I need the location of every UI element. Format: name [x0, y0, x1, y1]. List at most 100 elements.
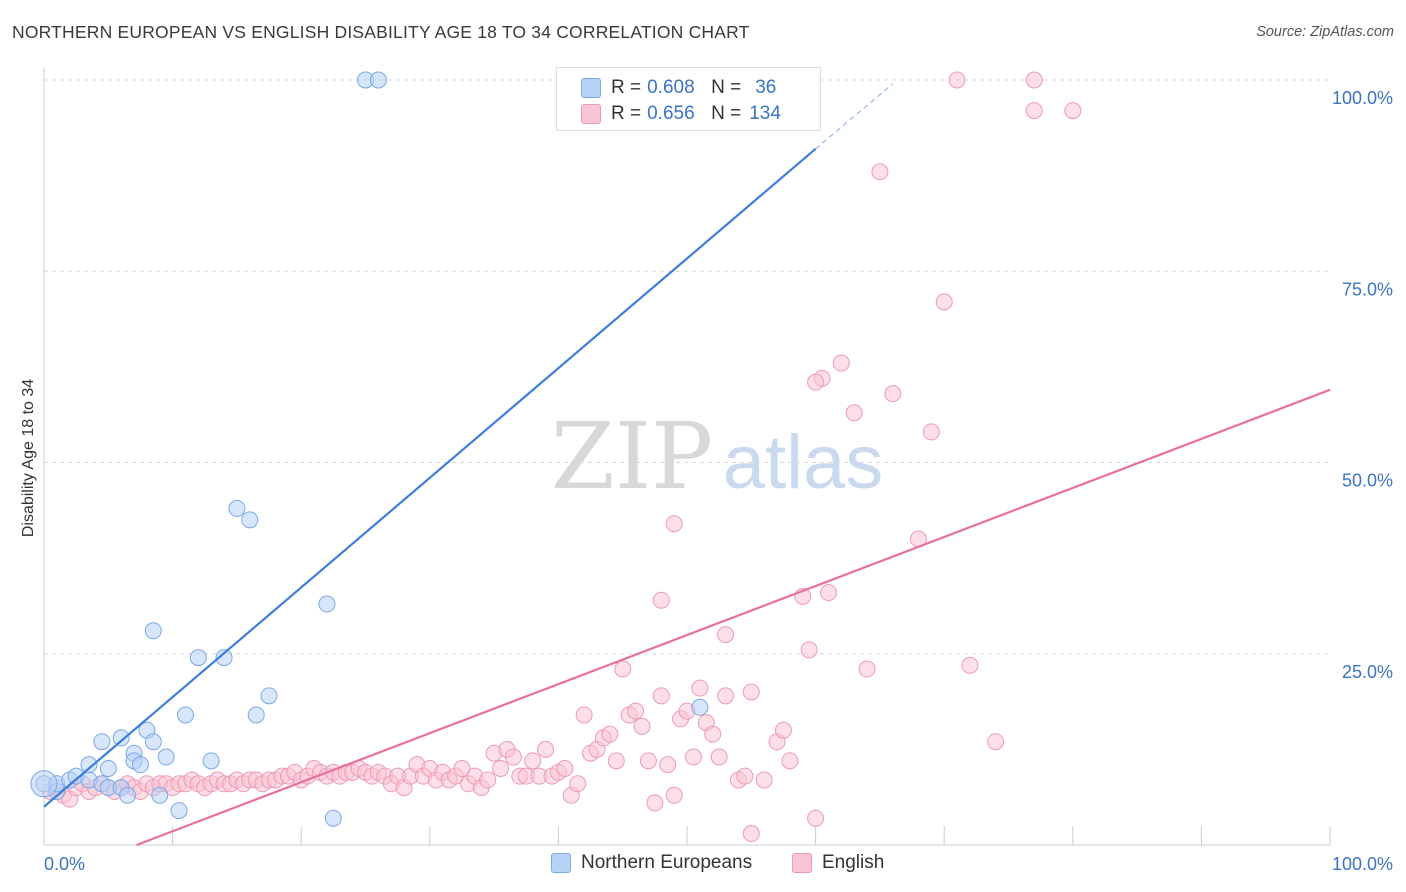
data-point-english	[666, 787, 682, 803]
data-point-english	[775, 722, 791, 738]
data-point-northern-european	[242, 512, 258, 528]
y-tick-label: 50.0%	[1342, 471, 1393, 491]
data-point-english	[936, 294, 952, 310]
data-point-english	[685, 749, 701, 765]
trend-line-extension	[816, 84, 893, 149]
data-point-english	[885, 386, 901, 402]
data-point-northern-european	[152, 787, 168, 803]
data-point-english	[718, 627, 734, 643]
data-point-english	[570, 776, 586, 792]
data-point-northern-european	[132, 757, 148, 773]
data-point-english	[1026, 72, 1042, 88]
data-point-english	[647, 795, 663, 811]
data-point-english	[711, 749, 727, 765]
series-legend: Northern Europeans English	[0, 852, 1406, 878]
data-point-english	[602, 726, 618, 742]
legend-row-english: R = 0.656 N = 134	[581, 102, 781, 126]
legend-label: Northern Europeans	[581, 852, 752, 874]
data-point-northern-european	[158, 749, 174, 765]
legend-swatch-pink	[792, 853, 812, 873]
data-point-english	[872, 164, 888, 180]
data-point-northern-european	[177, 707, 193, 723]
data-point-english	[538, 741, 554, 757]
data-point-english	[634, 718, 650, 734]
data-point-english	[801, 642, 817, 658]
data-point-english	[615, 661, 631, 677]
legend-row-northern-europeans: R = 0.608 N = 36	[581, 76, 776, 100]
legend-r-label: R =	[611, 77, 641, 99]
data-point-english	[692, 680, 708, 696]
data-point-northern-european	[319, 596, 335, 612]
y-tick-label: 25.0%	[1342, 662, 1393, 682]
y-tick-label: 100.0%	[1332, 88, 1393, 108]
watermark-atlas: atlas	[723, 420, 884, 505]
data-point-english	[666, 516, 682, 532]
data-point-northern-european	[190, 650, 206, 666]
data-point-english	[557, 761, 573, 777]
legend-r-value: 0.608	[647, 77, 711, 99]
legend-n-value: 134	[749, 103, 781, 125]
data-point-english	[859, 661, 875, 677]
data-point-english	[705, 726, 721, 742]
data-point-northern-european	[145, 623, 161, 639]
data-point-northern-european	[171, 803, 187, 819]
data-point-northern-european	[325, 810, 341, 826]
data-point-english	[640, 753, 656, 769]
data-point-northern-european	[120, 787, 136, 803]
legend-swatch-pink	[581, 104, 601, 124]
data-point-northern-european	[261, 688, 277, 704]
data-point-english	[737, 768, 753, 784]
data-point-english	[808, 810, 824, 826]
data-point-english	[525, 753, 541, 769]
data-point-english	[576, 707, 592, 723]
data-point-northern-european	[94, 734, 110, 750]
legend-r-label: R =	[611, 103, 641, 125]
data-point-northern-european	[100, 761, 116, 777]
data-point-northern-european	[370, 72, 386, 88]
stats-legend: R = 0.608 N = 36 R = 0.656 N = 134	[556, 67, 821, 131]
legend-r-value: 0.656	[647, 103, 711, 125]
data-point-english	[782, 753, 798, 769]
gridlines	[44, 80, 1330, 654]
legend-n-label: N =	[711, 103, 741, 125]
legend-label: English	[822, 852, 884, 874]
data-point-english	[660, 757, 676, 773]
legend-swatch-blue	[551, 853, 571, 873]
legend-n-value: 36	[755, 77, 776, 99]
data-point-northern-european	[248, 707, 264, 723]
data-point-northern-european	[203, 753, 219, 769]
legend-n-label: N =	[711, 77, 741, 99]
data-point-english	[846, 405, 862, 421]
data-point-english	[628, 703, 644, 719]
legend-swatch-blue	[581, 78, 601, 98]
data-point-northern-european	[31, 771, 57, 797]
data-point-english	[962, 657, 978, 673]
data-point-english	[505, 749, 521, 765]
data-point-northern-european	[145, 734, 161, 750]
data-point-english	[756, 772, 772, 788]
scatter-plot: ZIP atlas 25.0%50.0%75.0%100.0%0.0% 100.0…	[0, 0, 1406, 892]
data-point-english	[653, 592, 669, 608]
data-point-english	[1026, 103, 1042, 119]
data-point-english	[1065, 103, 1081, 119]
watermark: ZIP atlas	[551, 403, 883, 510]
data-point-english	[923, 424, 939, 440]
data-point-northern-european	[113, 730, 129, 746]
data-point-english	[988, 734, 1004, 750]
data-point-northern-european	[692, 699, 708, 715]
data-point-english	[493, 761, 509, 777]
data-point-english	[653, 688, 669, 704]
data-point-english	[820, 585, 836, 601]
data-point-english	[480, 772, 496, 788]
data-point-english	[808, 374, 824, 390]
y-tick-label: 75.0%	[1342, 279, 1393, 299]
legend-item-northern-europeans[interactable]: Northern Europeans	[551, 852, 752, 874]
data-point-english	[718, 688, 734, 704]
legend-item-english[interactable]: English	[792, 852, 884, 874]
data-point-english	[949, 72, 965, 88]
data-point-english	[833, 355, 849, 371]
data-point-northern-european	[229, 500, 245, 516]
data-point-english	[743, 826, 759, 842]
data-point-english	[608, 753, 624, 769]
watermark-zip: ZIP	[551, 403, 713, 510]
